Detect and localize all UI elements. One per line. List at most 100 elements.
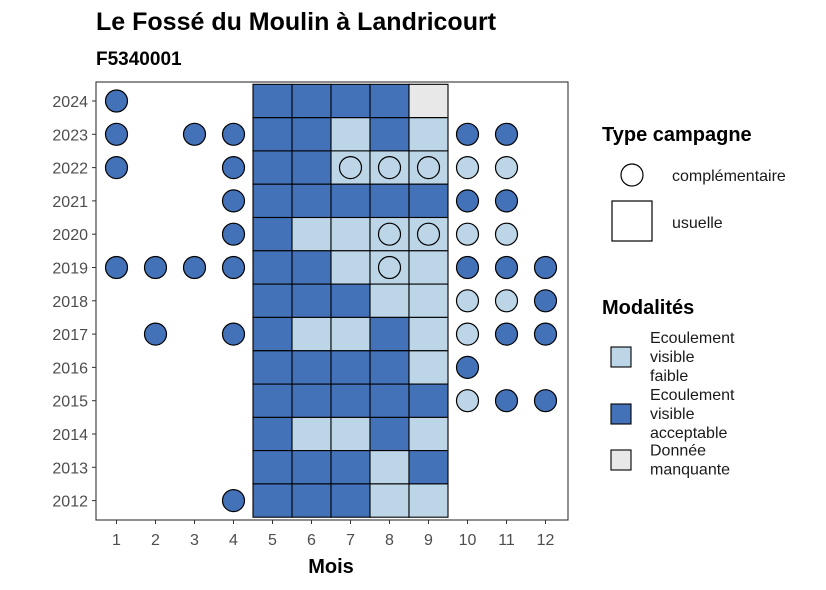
y-axis: 2012 2013 2014 2015 2016 2017 2018 2019 2020 2021…	[52, 94, 96, 511]
tile-2020-5	[252, 216, 293, 252]
tile-2018-5	[252, 283, 293, 318]
x-tick-label: 8	[385, 532, 394, 549]
tile-2020-6	[291, 216, 332, 252]
point-2019-11	[494, 255, 519, 280]
x-tick-label: 7	[346, 532, 355, 549]
point-2019-2	[143, 255, 168, 280]
y-tick-label: 2024	[52, 94, 88, 111]
legend-circle-symbol	[620, 163, 644, 187]
point-2020-10	[455, 222, 480, 246]
legend-type-campagne: Type campagne complémentaire usuelle	[602, 124, 786, 242]
tile-2012-7	[330, 483, 371, 518]
tile-2022-6	[291, 150, 332, 185]
tile-2013-5	[252, 450, 293, 485]
tile-2016-6	[291, 350, 332, 385]
point-2015-10	[455, 389, 480, 413]
x-axis-title: Mois	[308, 556, 354, 578]
tile-2022-5	[252, 150, 293, 185]
point-2015-12	[533, 389, 558, 413]
point-2021-4	[221, 189, 246, 213]
point-2022-4	[221, 156, 246, 180]
legend-key	[610, 403, 632, 425]
point-2017-4	[221, 322, 246, 346]
tile-2019-6	[291, 250, 332, 285]
y-tick-label: 2019	[52, 261, 88, 278]
tile-2012-5	[252, 483, 293, 518]
legend-key-label: visible	[650, 349, 695, 366]
tile-2016-7	[330, 350, 371, 385]
point-2019-10	[455, 255, 480, 280]
tile-2020-7	[330, 216, 371, 252]
tile-2014-5	[252, 416, 293, 452]
tile-2014-6	[291, 416, 332, 452]
tile-2019-7	[330, 250, 371, 285]
point-2015-11	[494, 389, 519, 413]
tile-2017-7	[330, 316, 371, 352]
tile-2015-7	[330, 383, 371, 418]
point-2023-4	[221, 122, 246, 146]
tile-2024-9	[408, 83, 449, 119]
point-2019-3	[182, 255, 207, 280]
point-2022-8	[377, 156, 402, 180]
point-2020-11	[494, 222, 519, 246]
tile-2018-7	[330, 283, 371, 318]
tile-2015-5	[252, 383, 293, 418]
point-2019-8	[377, 255, 402, 280]
y-tick-label: 2016	[52, 360, 88, 377]
x-tick-label: 4	[229, 532, 238, 549]
tile-2023-5	[252, 117, 293, 152]
tile-2018-9	[408, 283, 449, 318]
tile-2016-9	[408, 350, 449, 385]
x-tick-label: 10	[459, 532, 477, 549]
y-tick-label: 2020	[52, 227, 88, 244]
y-tick-label: 2015	[52, 394, 88, 411]
tile-2015-8	[369, 383, 410, 418]
tile-2016-8	[369, 350, 410, 385]
x-tick-label: 12	[537, 532, 555, 549]
tile-2017-6	[291, 316, 332, 352]
x-tick-label: 3	[190, 532, 199, 549]
legend-key-label: Donnée	[650, 443, 706, 460]
y-tick-label: 2023	[52, 127, 88, 144]
x-axis: 1 2 3 4 5 6 7 8 9 10 11 12	[112, 520, 555, 549]
tile-2021-8	[369, 183, 410, 219]
point-2017-11	[494, 322, 519, 346]
x-tick-label: 9	[424, 532, 433, 549]
x-tick-label: 5	[268, 532, 277, 549]
tile-2015-9	[408, 383, 449, 418]
tile-2012-9	[408, 483, 449, 518]
tile-2024-6	[291, 83, 332, 119]
tile-2012-8	[369, 483, 410, 518]
y-tick-label: 2022	[52, 161, 88, 178]
point-2019-12	[533, 255, 558, 280]
plot-area	[95, 81, 569, 521]
complementaire-points	[104, 89, 558, 513]
tile-2023-6	[291, 117, 332, 152]
legend-modalites-title: Modalités	[602, 297, 694, 319]
usuelle-tiles	[252, 83, 449, 518]
point-2012-4	[221, 489, 246, 513]
legend-modalites: Modalités Ecoulement visible faible Ecoulem…	[602, 297, 735, 479]
y-tick-label: 2013	[52, 460, 88, 477]
point-2022-7	[338, 156, 363, 180]
point-2023-3	[182, 122, 207, 146]
point-2020-4	[221, 222, 246, 246]
tile-2023-9	[408, 117, 449, 152]
y-tick-label: 2014	[52, 427, 88, 444]
x-tick-label: 2	[151, 532, 160, 549]
tile-2013-9	[408, 450, 449, 485]
legend-key-label: acceptable	[650, 425, 727, 442]
y-tick-label: 2021	[52, 194, 88, 211]
legend-type-label: usuelle	[672, 215, 723, 232]
point-2021-11	[494, 189, 519, 213]
tile-2019-5	[252, 250, 293, 285]
point-2023-11	[494, 122, 519, 146]
point-2019-1	[104, 255, 129, 280]
tile-2012-6	[291, 483, 332, 518]
tile-2014-8	[369, 416, 410, 452]
y-tick-label: 2018	[52, 294, 88, 311]
y-tick-label: 2012	[52, 494, 88, 511]
tile-2014-9	[408, 416, 449, 452]
tile-2024-7	[330, 83, 371, 119]
tile-2017-8	[369, 316, 410, 352]
